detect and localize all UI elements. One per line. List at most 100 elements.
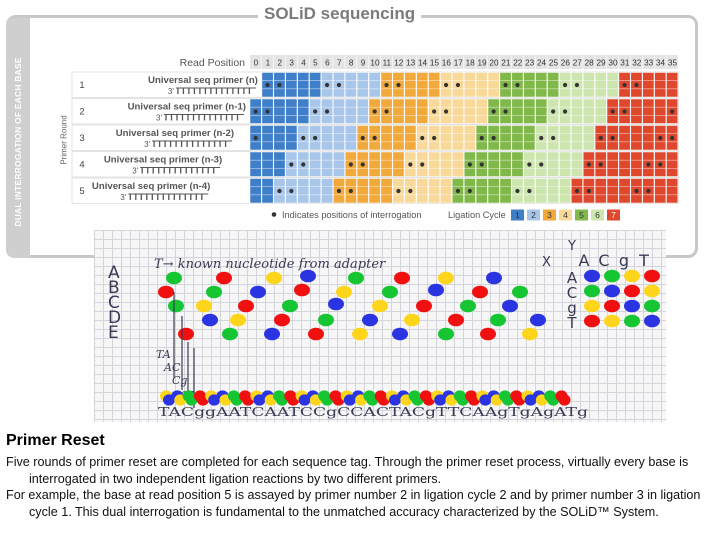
position-header-label: 28 [585,59,595,68]
interrogation-dot [527,188,532,194]
position-header-label: 35 [668,59,678,68]
interrogation-dot [598,135,603,141]
interrogation-dot [586,162,591,167]
interrogation-dot [574,82,580,88]
ligation-cycle-number: 7 [611,210,616,220]
grid-cell [523,125,536,151]
grid-cell [440,178,452,204]
grid-cell [523,72,536,98]
grid-cell [249,151,262,177]
position-header-label: 29 [596,59,606,68]
interrogation-dot [348,188,353,194]
ligation-cycle-number: 3 [547,210,552,220]
interrogation-dot [277,188,282,194]
handwritten-letter: C [108,293,120,313]
grid-cell [416,72,429,98]
grid-cell [559,125,571,151]
position-header-cell [630,55,643,69]
interrogation-dot [372,109,377,114]
handwritten-letter: D [108,308,121,328]
caption-paragraph-1: Five rounds of primer reset are complete… [6,455,689,486]
grid-cell [642,98,655,124]
grid-cell [511,151,524,177]
grid-cell [440,151,452,177]
nucleotide-color-dot [318,313,334,327]
grid-cell [356,72,369,98]
nucleotide-color-dot [202,313,218,327]
matrix-color-dot [644,299,660,313]
interrogation-dot [670,135,675,141]
nucleotide-color-dot [168,299,184,313]
grid-cell [285,125,298,151]
position-header-cell [488,55,500,69]
grid-cell [654,72,667,98]
grid-cell [499,151,512,177]
ligation-cycle-number: 5 [579,210,584,220]
grid-cell [428,72,441,98]
interrogation-dot [408,162,413,167]
grid-cell [273,151,286,177]
position-header-label: 23 [525,59,535,68]
position-header-label: 30 [608,59,618,68]
grid-cell [404,98,417,124]
step-label: Cg [172,374,187,387]
primer-three-prime: 3' [132,167,138,176]
position-header-label: 32 [632,59,642,68]
position-header-cell [642,55,654,69]
interrogation-dot [336,188,342,194]
position-header-label: 12 [394,59,404,68]
position-header-label: 15 [430,59,440,68]
position-header-cell [428,55,440,69]
interrogation-dot [467,162,472,167]
position-header-cell [654,55,666,69]
interrogation-dot [289,162,294,167]
matrix-color-dot [604,269,620,283]
grid-cell [475,72,488,98]
nucleotide-color-dot [490,313,506,327]
grid-cell [559,178,571,204]
position-header-label: 27 [573,59,583,68]
position-header-label: 33 [644,59,654,68]
position-header-cell [476,55,488,69]
primer-label: Universal seq primer (n-4) [92,181,210,192]
position-header-label: 22 [513,59,523,68]
grid-cell [499,125,512,151]
interrogation-dot [289,188,294,194]
nucleotide-color-dot [238,299,254,313]
position-header-label: 19 [477,59,487,68]
grid-cell [428,151,441,177]
grid-cell [452,125,464,151]
grid-cell [297,98,310,124]
primer-label: Universal seq primer (n-3) [104,155,222,166]
handwritten-letter: E [108,323,119,343]
interrogation-dot [455,188,461,194]
grid-cell [594,178,607,204]
nucleotide-color-dot [250,285,266,299]
interrogation-dot [420,162,425,167]
primer-three-prime: 3' [168,87,174,96]
interrogation-dot [574,188,580,194]
position-header-label: 1 [266,59,271,68]
matrix-color-dot [584,299,600,313]
position-header-label: 34 [656,59,666,68]
position-header-cell [285,55,297,69]
position-header-cell [523,55,535,69]
interrogation-dot [372,135,377,141]
matrix-column-label: T [638,251,649,270]
nucleotide-color-dot [216,271,232,285]
position-header-label: 5 [313,59,318,68]
grid-cell [630,98,643,124]
grid-cell [666,178,679,204]
nucleotide-color-dot [416,299,432,313]
grid-cell [249,178,262,204]
primer-round-number: 3 [79,133,84,144]
grid-cell [333,98,345,124]
grid-cell [285,72,298,98]
position-header-label: 17 [454,59,464,68]
grid-cell [523,98,536,124]
position-header-label: 16 [442,59,452,68]
interrogation-dot [503,82,508,88]
grid-cell [344,72,357,98]
ligation-cycle-swatch [543,209,556,221]
interrogation-dot [491,109,496,114]
